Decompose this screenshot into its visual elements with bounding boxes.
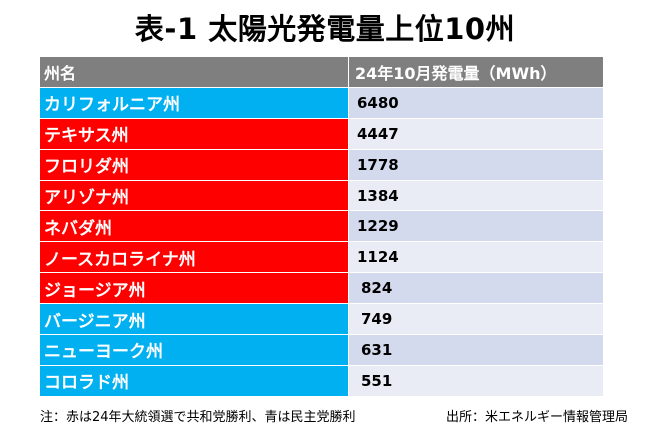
state-name-cell: フロリダ州 — [40, 149, 349, 180]
table-row: ノースカロライナ州 1124 — [40, 242, 603, 274]
state-name-cell: テキサス州 — [40, 118, 349, 149]
generation-value-cell: 1384 — [349, 180, 603, 211]
header-generation: 24年10月発電量（MWh） — [349, 57, 603, 87]
generation-value-cell: 824 — [349, 273, 603, 304]
table-row: バージニア州 749 — [40, 304, 603, 336]
state-name-cell: アリゾナ州 — [40, 180, 349, 211]
table-row: ジョージア州 824 — [40, 273, 603, 305]
generation-value-cell: 1778 — [349, 149, 603, 180]
generation-value-cell: 551 — [349, 365, 603, 396]
table-row: ネバダ州 1229 — [40, 211, 603, 243]
footnote: 注：赤は24年大統領選で共和党勝利、青は民主党勝利 — [40, 410, 356, 425]
state-name-cell: ニューヨーク州 — [40, 335, 349, 365]
state-name-cell: カリフォルニア州 — [40, 87, 349, 118]
generation-value-cell: 6480 — [349, 87, 603, 118]
state-name-cell: ノースカロライナ州 — [40, 242, 349, 273]
table-header-row: 州名 24年10月発電量（MWh） — [40, 57, 603, 88]
table-row: カリフォルニア州 6480 — [40, 87, 603, 119]
generation-value-cell: 749 — [349, 304, 603, 335]
table-row: テキサス州 4447 — [40, 118, 603, 150]
table-row: アリゾナ州 1384 — [40, 180, 603, 212]
generation-value-cell: 1124 — [349, 242, 603, 273]
page-title: 表-1 太陽光発電量上位10州 — [134, 12, 516, 46]
state-name-cell: コロラド州 — [40, 365, 349, 396]
state-name-cell: ネバダ州 — [40, 211, 349, 242]
generation-value-cell: 631 — [349, 335, 603, 365]
generation-value-cell: 1229 — [349, 211, 603, 242]
table-row: コロラド州 551 — [40, 365, 603, 397]
header-state: 州名 — [40, 57, 349, 87]
table-row: フロリダ州 1778 — [40, 149, 603, 181]
state-name-cell: バージニア州 — [40, 304, 349, 335]
generation-value-cell: 4447 — [349, 118, 603, 149]
state-name-cell: ジョージア州 — [40, 273, 349, 304]
table-row: ニューヨーク州 631 — [40, 335, 603, 366]
state-table: 州名 24年10月発電量（MWh） カリフォルニア州 6480 テキサス州 4447 フ… — [40, 57, 603, 397]
source-note: 出所：米エネルギー情報管理局 — [445, 410, 628, 425]
